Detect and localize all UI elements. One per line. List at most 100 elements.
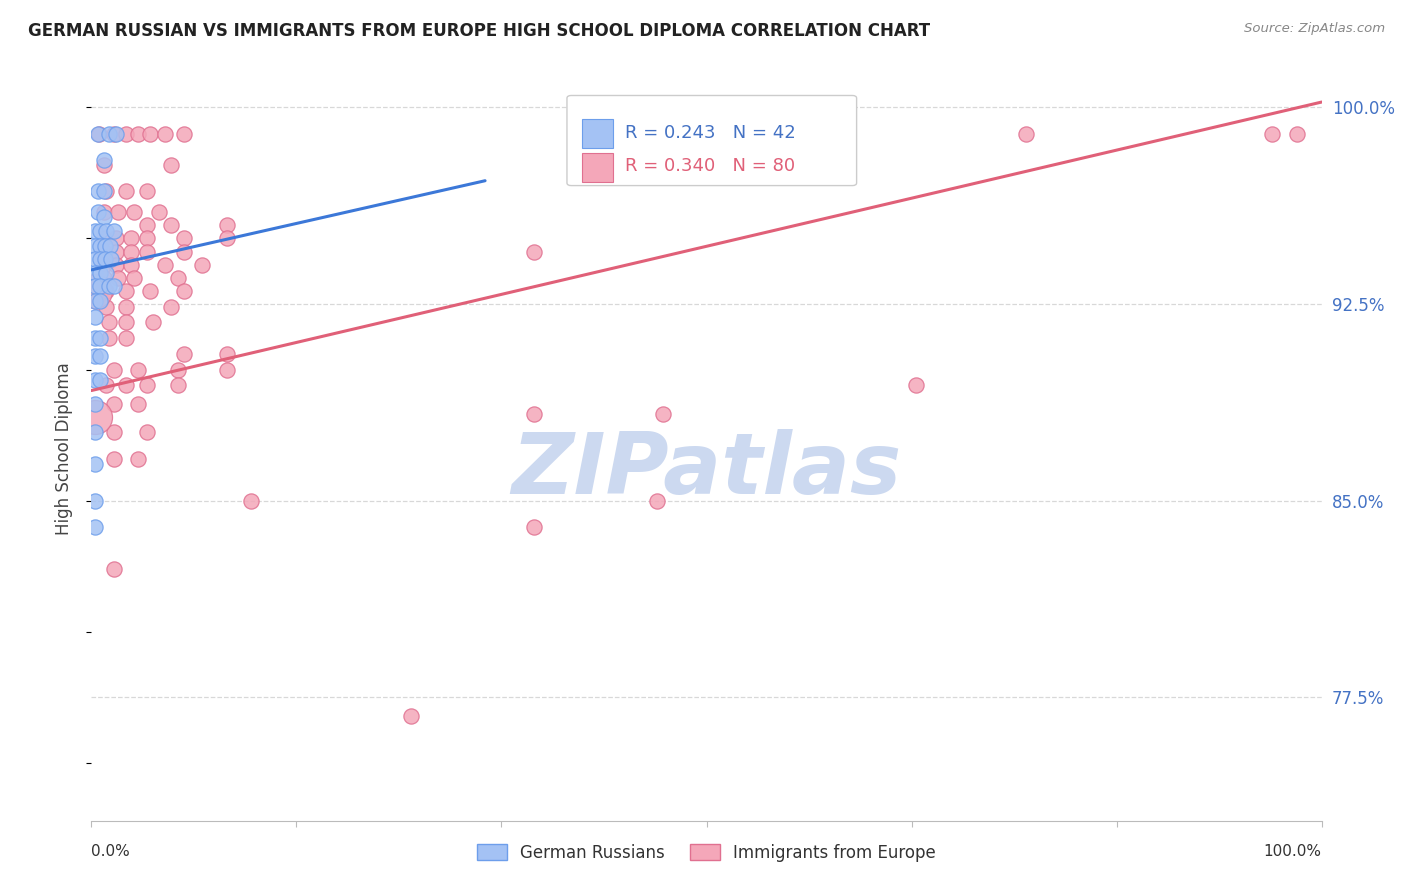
Point — [96, 378, 117, 392]
Point — [173, 127, 195, 141]
Point — [103, 223, 125, 237]
Point — [103, 562, 125, 576]
Point — [93, 205, 115, 219]
Point — [160, 219, 183, 233]
Y-axis label: High School Diploma: High School Diploma — [55, 362, 73, 534]
Point — [103, 127, 125, 141]
Point — [114, 284, 138, 298]
Point — [114, 315, 138, 329]
Point — [93, 258, 115, 272]
Point — [103, 362, 125, 376]
Point — [103, 278, 125, 293]
Point — [160, 300, 183, 314]
Point — [139, 284, 162, 298]
Point — [127, 397, 149, 411]
Point — [399, 708, 422, 723]
Point — [84, 520, 107, 534]
Point — [124, 270, 146, 285]
Text: ZIPatlas: ZIPatlas — [512, 429, 901, 512]
Point — [523, 244, 546, 259]
Point — [153, 258, 177, 272]
Point — [652, 407, 675, 421]
Point — [89, 266, 111, 280]
Point — [89, 350, 111, 364]
Point — [100, 252, 122, 267]
Point — [114, 127, 138, 141]
Point — [84, 457, 107, 471]
Point — [89, 252, 111, 267]
Point — [120, 258, 142, 272]
Text: R = 0.340   N = 80: R = 0.340 N = 80 — [624, 158, 794, 176]
Point — [135, 425, 157, 440]
Point — [86, 127, 108, 141]
Point — [139, 127, 162, 141]
Point — [127, 362, 149, 376]
Point — [89, 239, 111, 253]
Point — [93, 158, 115, 172]
Point — [94, 239, 117, 253]
Point — [86, 205, 108, 219]
Point — [135, 244, 157, 259]
Point — [96, 223, 117, 237]
Point — [84, 425, 107, 440]
Point — [105, 231, 127, 245]
Point — [84, 278, 107, 293]
Point — [84, 266, 107, 280]
Point — [84, 223, 107, 237]
Point — [645, 493, 669, 508]
Point — [96, 284, 117, 298]
Point — [84, 252, 107, 267]
Point — [96, 184, 117, 198]
Point — [523, 407, 546, 421]
Point — [114, 184, 138, 198]
Point — [166, 378, 188, 392]
Point — [84, 284, 107, 298]
Point — [173, 347, 195, 361]
Point — [105, 244, 127, 259]
Point — [215, 219, 238, 233]
Point — [107, 205, 129, 219]
Point — [93, 184, 115, 198]
Text: R = 0.243   N = 42: R = 0.243 N = 42 — [624, 124, 796, 142]
Point — [160, 158, 183, 172]
Point — [124, 205, 146, 219]
Point — [97, 331, 120, 345]
Point — [89, 278, 111, 293]
Point — [84, 310, 107, 324]
Point — [135, 231, 157, 245]
Point — [127, 451, 149, 466]
Point — [86, 294, 108, 309]
Point — [93, 244, 115, 259]
Point — [120, 231, 142, 245]
Point — [84, 397, 107, 411]
Point — [173, 231, 195, 245]
Point — [114, 300, 138, 314]
Point — [84, 294, 107, 309]
Point — [120, 244, 142, 259]
Point — [84, 373, 107, 387]
Text: 0.0%: 0.0% — [91, 845, 131, 860]
Point — [142, 315, 165, 329]
Point — [84, 409, 107, 424]
Point — [93, 270, 115, 285]
Point — [166, 362, 188, 376]
Point — [96, 300, 117, 314]
Point — [127, 127, 149, 141]
Point — [107, 270, 129, 285]
Point — [103, 451, 125, 466]
Point — [105, 127, 127, 141]
Point — [191, 258, 214, 272]
Point — [1015, 127, 1038, 141]
Point — [166, 270, 188, 285]
Point — [148, 205, 170, 219]
Point — [135, 184, 157, 198]
Point — [153, 127, 177, 141]
Point — [98, 239, 121, 253]
Point — [89, 373, 111, 387]
Point — [103, 397, 125, 411]
Point — [84, 331, 107, 345]
Point — [215, 362, 238, 376]
Point — [105, 258, 127, 272]
Point — [84, 493, 107, 508]
Point — [97, 278, 120, 293]
